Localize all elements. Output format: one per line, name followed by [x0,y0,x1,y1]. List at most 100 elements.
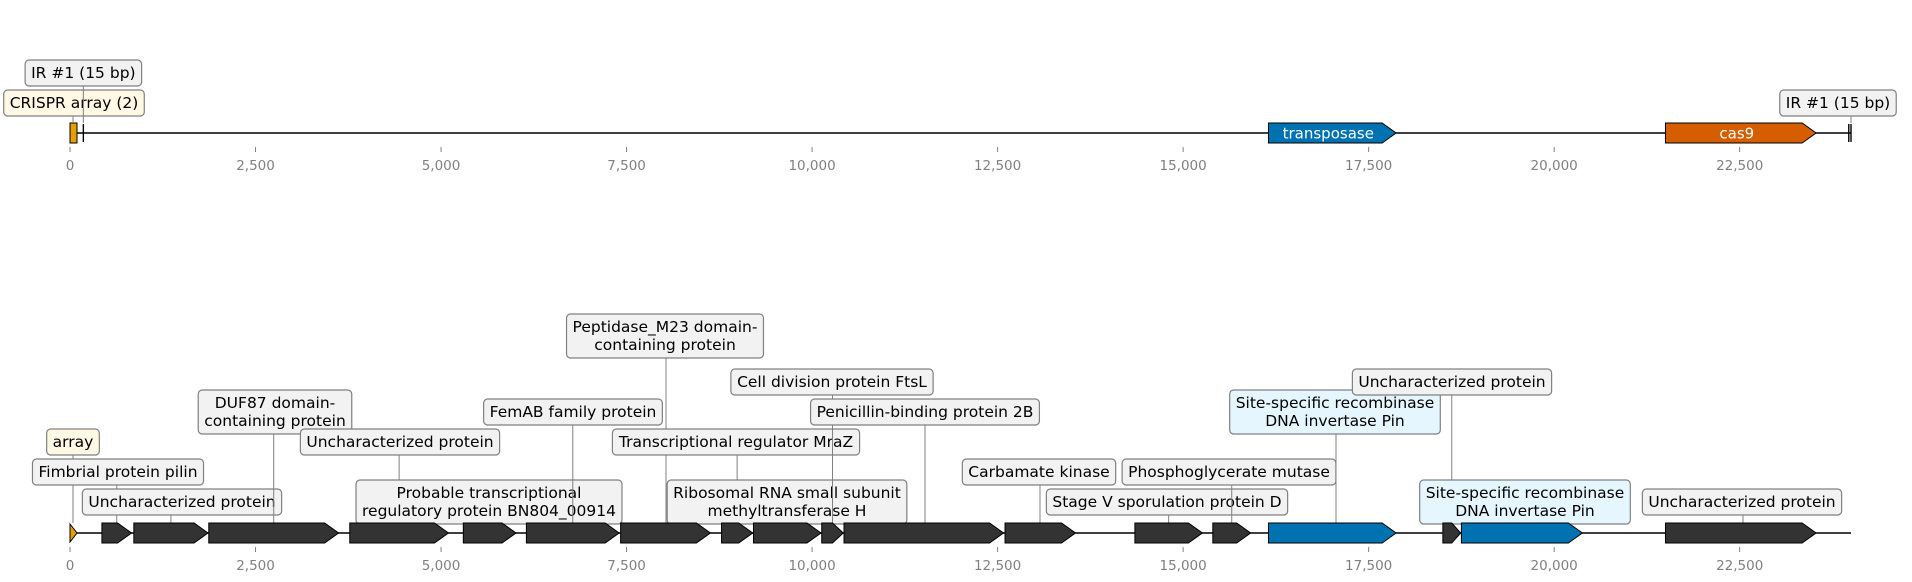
detail-gene-8-label: Peptidase_M23 domain-containing protein [565,313,765,359]
detail-gene-16-label-line: Site-specific recombinase [1236,394,1435,412]
overview-tick-label: 22,500 [1716,158,1763,174]
detail-gene-2-label-text: Fimbrial protein pilin [38,463,197,481]
detail-tick-label: 15,000 [1160,558,1207,574]
detail-gene-2-label-line: Fimbrial protein pilin [38,463,197,481]
detail-gene-14-label-text: Stage V sporulation protein D [1052,493,1281,511]
detail-gene-10-shape [752,522,822,544]
detail-gene-19-label-line: Uncharacterized protein [1648,493,1835,511]
detail-gene-1-shape [69,522,78,544]
detail-gene-12-label-text: Penicillin-binding protein 2B [817,403,1034,421]
overview-tick-label: 15,000 [1160,158,1207,174]
detail-gene-12-shape [843,522,1005,544]
detail-gene-13-label-box [961,458,1117,486]
overview-tick-label: 2,500 [236,158,275,174]
detail-gene-7-label-line: FemAB family protein [490,403,657,421]
detail-gene-7-label: FemAB family protein [483,398,663,426]
overview-tick-label: 12,500 [974,158,1021,174]
detail-gene-4-shape [208,522,340,544]
detail-gene-5-label: Uncharacterized protein [299,428,501,456]
detail-gene-17-shape [1442,522,1462,544]
overview-ir-1-15-bp-label-text: IR #1 (15 bp) [1786,94,1890,112]
detail-gene-13-label-text: Carbamate kinase [968,463,1109,481]
detail-gene-5-label-box [299,428,501,456]
overview-crispr-array-2-mark [69,122,78,144]
detail-tick-label: 17,500 [1345,558,1392,574]
detail-gene-16-label-line: DNA invertase Pin [1265,412,1405,430]
detail-gene-7-label-text: FemAB family protein [490,403,657,421]
detail-gene-10-label-line: methyltransferase H [708,502,867,520]
detail-gene-3-shape [133,522,209,544]
detail-gene-3-label-text: Uncharacterized protein [88,493,275,511]
detail-gene-9-label: Transcriptional regulator MraZ [611,428,861,456]
detail-gene-4-label: DUF87 domain-containing protein [197,389,353,435]
overview-tick-label: 7,500 [607,158,646,174]
detail-gene-16-label: Site-specific recombinase DNA invertase P… [1229,389,1441,435]
detail-gene-1-label-text: array [53,433,94,451]
overview-crispr-array-2-label-line: CRISPR array (2) [10,94,139,112]
detail-gene-2-label: Fimbrial protein pilin [31,458,205,486]
detail-gene-9-label-box [611,428,861,456]
detail-gene-14-label: Stage V sporulation protein D [1045,488,1289,516]
detail-gene-19-shape [1664,522,1817,544]
detail-gene-17-label: Uncharacterized protein [1351,368,1553,396]
overview-tick-label: 0 [66,158,75,174]
detail-tick-label: 20,000 [1531,558,1578,574]
overview-tick-label: 10,000 [788,158,835,174]
overview-crispr-array-2-label-box [3,89,145,117]
overview-ir-1-15-bp-label-line: IR #1 (15 bp) [1786,94,1890,112]
detail-gene-4-label-line: DUF87 domain- [215,394,336,412]
detail-gene-8-label-text: Peptidase_M23 domain-containing protein [573,318,758,354]
overview-tick-label: 20,000 [1531,158,1578,174]
detail-tick-label: 7,500 [607,558,646,574]
overview-ir-1-15-bp-label: IR #1 (15 bp) [1779,89,1897,117]
detail-gene-1-label-line: array [53,433,94,451]
detail-gene-16-shape [1267,522,1397,544]
detail-gene-6-label-text: Probable transcriptional regulatory prote… [362,484,616,521]
overview-transposase-label: transposase [1283,125,1374,143]
overview-tick-label: 17,500 [1345,158,1392,174]
detail-tick-label: 22,500 [1716,558,1763,574]
detail-gene-5-shape [349,522,450,544]
detail-gene-19-label-box [1641,488,1843,516]
detail-gene-2-shape [101,522,133,544]
detail-gene-17-label-text: Uncharacterized protein [1358,373,1545,391]
detail-gene-4-label-box [197,389,353,435]
detail-gene-5-label-text: Uncharacterized protein [306,433,493,451]
detail-gene-8-label-box [565,313,765,359]
detail-gene-18-label-line: Site-specific recombinase [1426,484,1625,502]
detail-tick-label: 12,500 [974,558,1021,574]
detail-gene-15-label-text: Phosphoglycerate mutase [1128,463,1330,481]
detail-gene-11-label-line: Cell division protein FtsL [737,373,927,391]
detail-gene-11-label-text: Cell division protein FtsL [737,373,927,391]
detail-gene-4-label-text: DUF87 domain-containing protein [204,394,346,430]
detail-gene-10-label-text: Ribosomal RNA small subunit methyltransfe… [673,484,901,520]
detail-gene-18-label-line: DNA invertase Pin [1455,502,1595,520]
detail-tick-label: 5,000 [422,558,461,574]
overview-ir-1-15-bp-label-text: IR #1 (15 bp) [31,64,135,82]
detail-gene-18-shape [1460,522,1584,544]
detail-gene-17-label-line: Uncharacterized protein [1358,373,1545,391]
detail-gene-14-shape [1134,522,1204,544]
overview-ir-1-15-bp-label-box [1779,89,1897,117]
detail-gene-14-label-line: Stage V sporulation protein D [1052,493,1281,511]
detail-gene-10-label-line: Ribosomal RNA small subunit [673,484,901,502]
detail-gene-11-shape [821,522,844,544]
detail-gene-16-label-box [1229,389,1441,435]
detail-gene-8-shape [620,522,712,544]
detail-gene-7-shape [525,522,621,544]
overview-track: CRISPR array (2) IR #1 (15 bp) transposase… [3,59,1897,174]
detail-gene-5-label-line: Uncharacterized protein [306,433,493,451]
detail-gene-3-label: Uncharacterized protein [81,488,283,516]
detail-gene-4-label-line: containing protein [204,412,346,430]
detail-gene-13-shape [1004,522,1077,544]
detail-tick-label: 10,000 [788,558,835,574]
detail-gene-11-label: Cell division protein FtsL [730,368,934,396]
detail-tick-label: 2,500 [236,558,275,574]
detail-gene-14-label-box [1045,488,1289,516]
detail-gene-16-label-text: Site-specific recombinase DNA invertase P… [1236,394,1435,430]
detail-gene-6-shape [462,522,517,544]
overview-ir-1-15-bp-label: IR #1 (15 bp) [24,59,143,87]
overview-crispr-array-2-label: CRISPR array (2) [3,89,145,117]
overview-cas9-label: cas9 [1719,125,1754,143]
